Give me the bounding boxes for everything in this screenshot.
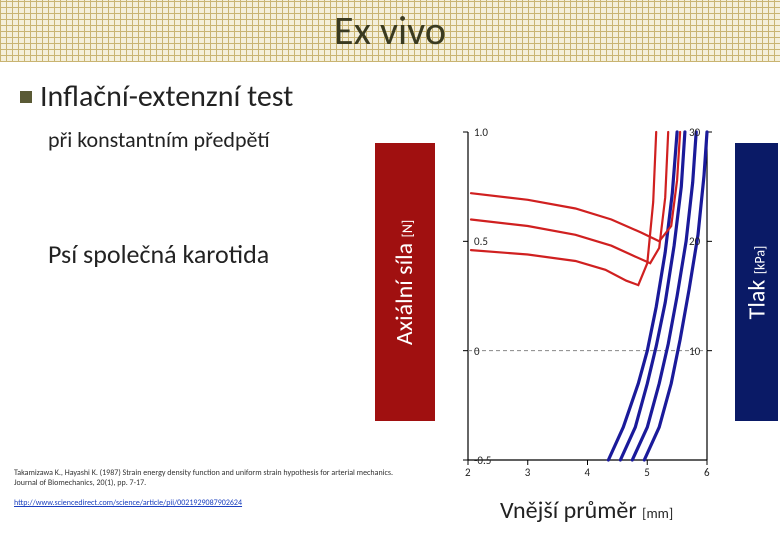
bullet-item: Inflační-extenzní test xyxy=(20,78,293,115)
y-axis-right-label: Tlak [kPa] xyxy=(742,245,771,319)
citation-link[interactable]: http://www.sciencedirect.com/science/art… xyxy=(14,498,242,508)
y1-unit: [N] xyxy=(400,219,417,237)
xtick-label: 4 xyxy=(585,466,591,479)
citation-text: Takamizawa K., Hayashi K. (1987) Strain … xyxy=(14,468,414,489)
y1tick-label: -0.5 xyxy=(474,454,491,467)
citation-link-anchor[interactable]: http://www.sciencedirect.com/science/art… xyxy=(14,498,242,508)
xtick-label: 2 xyxy=(465,466,471,479)
y2-label-text: Tlak xyxy=(742,279,771,319)
bullet-square-icon xyxy=(20,91,32,103)
y2tick-label: 10 xyxy=(689,345,700,358)
xlabel-unit: [mm] xyxy=(642,505,673,522)
y2tick-label: 30 xyxy=(689,126,700,139)
x-axis-label: Vnější průměr [mm] xyxy=(500,496,673,525)
y2tick-label: 20 xyxy=(689,235,700,248)
bullet-text: Inflační-extenzní test xyxy=(40,78,293,115)
y1tick-label: 1.0 xyxy=(474,126,488,139)
y1tick-label: 0 xyxy=(474,345,480,358)
y1tick-label: 0.5 xyxy=(474,235,488,248)
subtext-specimen: Psí společná karotida xyxy=(48,238,269,270)
chart-plot xyxy=(440,118,735,488)
y-axis-right-box: Tlak [kPa] xyxy=(735,143,778,421)
y1-label-text: Axiální síla xyxy=(391,242,420,344)
y-axis-left-box: Axiální síla [N] xyxy=(375,143,435,421)
y2-unit: [kPa] xyxy=(751,245,768,274)
xtick-label: 5 xyxy=(644,466,650,479)
xtick-label: 3 xyxy=(525,466,531,479)
y-axis-left-label: Axiální síla [N] xyxy=(391,219,420,344)
slide-title: Ex vivo xyxy=(0,6,780,55)
xtick-label: 6 xyxy=(704,466,710,479)
subtext-prestress: při konstantním předpětí xyxy=(48,126,270,153)
xlabel-text: Vnější průměr xyxy=(500,496,637,525)
